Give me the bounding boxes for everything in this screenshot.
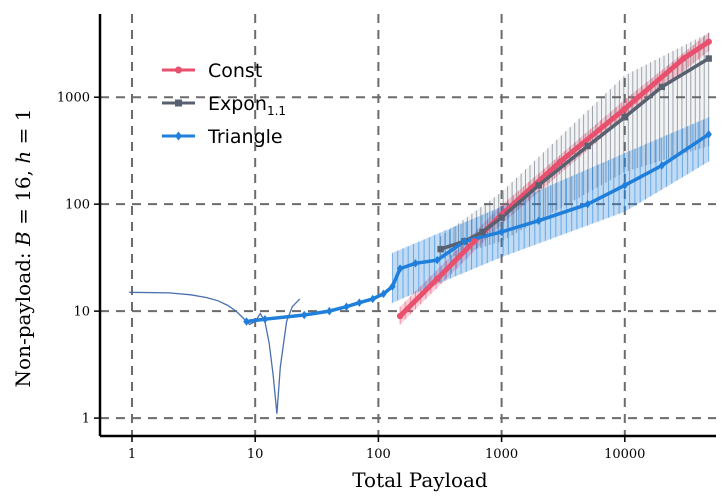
- x-tick-label: 10000: [604, 447, 645, 462]
- axis-ticks: 1 10 100 1000 10000 1 10 100 1000: [57, 91, 646, 462]
- data-point: [243, 317, 250, 326]
- legend: Const Expon1.1 Triangle: [162, 60, 286, 148]
- data-point: [175, 131, 182, 141]
- y-tick-label: 1: [82, 412, 90, 427]
- data-point: [535, 182, 542, 189]
- legend-label: Expon1.1: [208, 93, 286, 118]
- data-point: [343, 302, 350, 311]
- y-axis-title-part: = 1: [11, 109, 35, 151]
- data-point: [412, 259, 419, 268]
- axes: [98, 14, 716, 438]
- data-point: [658, 161, 666, 170]
- data-point: [705, 55, 712, 62]
- data-point: [301, 310, 308, 320]
- data-point: [433, 255, 441, 265]
- data-point: [621, 181, 628, 190]
- x-tick-label: 1000: [485, 447, 518, 462]
- data-point: [326, 306, 333, 316]
- data-point: [557, 158, 564, 165]
- y-axis-title-part: B: [11, 231, 35, 247]
- x-tick-label: 100: [366, 447, 391, 462]
- data-point: [175, 66, 182, 74]
- data-point: [389, 282, 396, 291]
- data-point: [498, 227, 505, 237]
- legend-label: Const: [208, 60, 262, 82]
- data-point: [584, 142, 591, 150]
- data-point: [396, 264, 404, 273]
- data-point: [471, 238, 478, 245]
- data-point: [621, 105, 628, 112]
- legend-label-main: Const: [208, 60, 262, 82]
- legend-label: Triangle: [207, 126, 283, 148]
- data-point: [175, 99, 182, 107]
- x-tick-label: 1: [128, 447, 136, 462]
- data-point: [621, 114, 628, 121]
- data-point: [584, 199, 591, 209]
- data-point: [261, 315, 269, 324]
- series-markers: [243, 38, 712, 326]
- y-axis-title: Non-payload: B = 16, h = 1: [11, 109, 35, 388]
- y-tick-label: 1000: [57, 91, 90, 106]
- data-point: [461, 237, 468, 246]
- data-point: [369, 294, 376, 304]
- legend-label-main: Expon: [208, 93, 267, 115]
- legend-label-subscript: 1.1: [267, 104, 286, 118]
- data-point: [396, 312, 404, 320]
- data-point: [680, 55, 687, 62]
- y-tick-label: 100: [65, 198, 90, 213]
- data-point: [433, 275, 441, 283]
- legend-label-main: Triangle: [207, 126, 283, 148]
- y-axis-title-part: = 16,: [11, 164, 35, 232]
- data-point: [658, 83, 666, 91]
- y-axis-title-part: Non-payload:: [11, 246, 35, 387]
- data-point: [380, 289, 387, 299]
- y-tick-label: 10: [73, 305, 90, 320]
- series-line-0: [398, 39, 711, 318]
- y-axis-title-part: h: [11, 151, 35, 164]
- data-point: [535, 216, 542, 225]
- data-point: [705, 38, 712, 45]
- x-tick-label: 10: [247, 447, 264, 462]
- data-point: [437, 245, 444, 253]
- data-point: [356, 298, 363, 307]
- x-axis-title: Total Payload: [352, 468, 488, 492]
- data-point: [479, 228, 486, 236]
- data-point: [498, 214, 505, 221]
- data-point: [705, 130, 712, 139]
